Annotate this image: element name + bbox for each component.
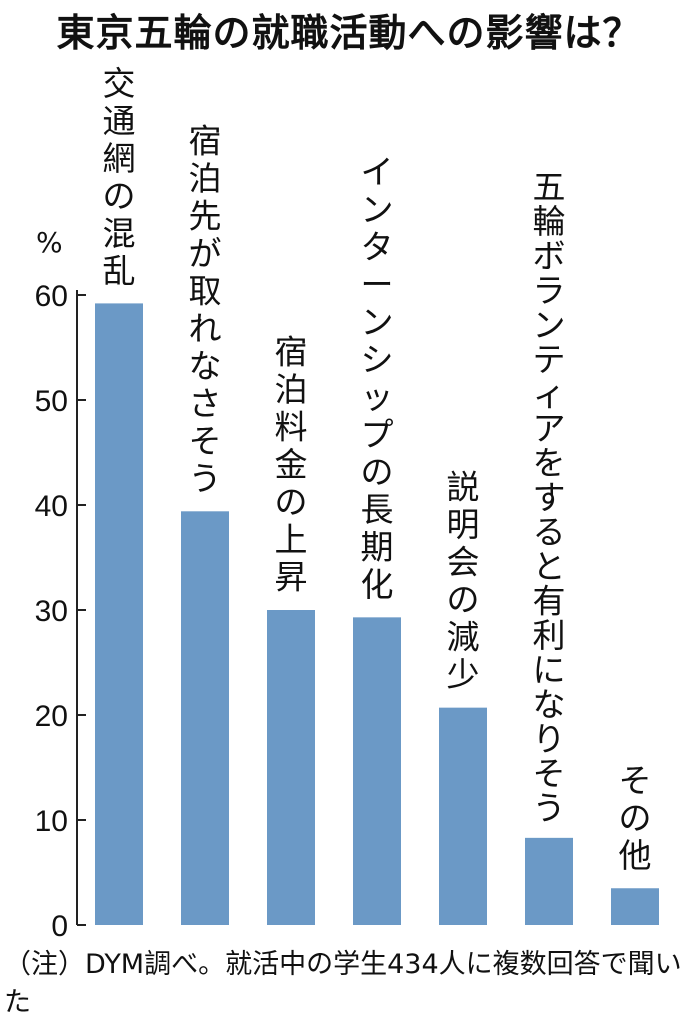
bar-label-char: 他	[619, 836, 652, 875]
bar-label-char: 明	[447, 505, 480, 544]
bar-label-char: ボ	[533, 236, 566, 275]
bar-label-char: ッ	[361, 377, 394, 416]
bar-label-char: 混	[103, 214, 136, 253]
footnote: （注）DYM調べ。就活中の学生434人に複数回答で聞いた	[4, 949, 682, 1018]
bar-label-char: 化	[361, 565, 394, 604]
bar-label-char: タ	[361, 227, 394, 266]
bar-label-char: る	[533, 512, 566, 551]
bar-label-char: ン	[361, 190, 394, 229]
bar	[181, 511, 229, 925]
bar-label-char: 有	[533, 581, 566, 620]
bar-label-char: 宿	[275, 333, 308, 372]
bar-label-char: が	[189, 234, 222, 273]
y-tick-label: 40	[35, 490, 68, 523]
bar-label-char: 五	[533, 167, 566, 206]
bar-label-char: 交	[103, 64, 136, 103]
bar-label-char: そ	[619, 761, 652, 800]
bar-label-char: ー	[361, 265, 394, 304]
bar-label-char: ラ	[533, 271, 566, 310]
y-tick-label: 20	[35, 700, 68, 733]
bar-label-char: の	[361, 452, 394, 491]
bar-label-char: 会	[447, 543, 480, 582]
bar-label-char: の	[103, 177, 136, 216]
bar-label-char: テ	[533, 340, 566, 379]
bar-label-char: 通	[103, 102, 136, 141]
bar-label-char: 輪	[533, 202, 566, 241]
y-tick-label: 60	[35, 280, 68, 313]
bar-label-char: そ	[189, 421, 222, 460]
bar-label-char: プ	[361, 415, 394, 454]
bar-label-char: イ	[361, 152, 394, 191]
bar-label-char: れ	[189, 309, 222, 348]
bar-label-char: 乱	[103, 252, 136, 291]
bar-label-char: 泊	[189, 159, 222, 198]
bar-label-char: 金	[275, 445, 308, 484]
y-tick-label: 10	[35, 805, 68, 838]
bar-label-char: 網	[103, 139, 136, 178]
bar-label-char: ィ	[533, 374, 566, 413]
bar-label-char: に	[533, 650, 566, 689]
bar-label-char: そ	[533, 754, 566, 793]
bar-label-char: シ	[361, 340, 394, 379]
bar	[95, 303, 143, 925]
bar	[525, 837, 573, 925]
y-axis: % 0 10 20 30 40 50 60	[35, 226, 86, 940]
bar-label-char: ン	[533, 305, 566, 344]
bar-label-char: 説	[447, 468, 480, 507]
y-tick-label: 50	[35, 385, 68, 418]
bar-label-char: な	[189, 346, 222, 385]
bar-label-char: 泊	[275, 370, 308, 409]
bar	[353, 617, 401, 925]
bar-label-char: 少	[447, 655, 480, 694]
bar-label-char: 減	[447, 618, 480, 657]
chart-title: 東京五輪の就職活動への影響は？	[56, 11, 642, 55]
bar-label-char: り	[533, 719, 566, 758]
bar-label-char: 取	[189, 271, 222, 310]
bars	[95, 303, 659, 925]
bar-label-char: ア	[533, 409, 566, 448]
bar-label-char: さ	[189, 384, 222, 423]
bar-label-char: 期	[361, 527, 394, 566]
bar-label-char: ン	[361, 302, 394, 341]
bar-label-char: 先	[189, 196, 222, 235]
y-tick-label: 30	[35, 595, 68, 628]
bar-label-char: の	[619, 798, 652, 837]
bar-label-char: 上	[275, 520, 308, 559]
bar-label-char: う	[189, 459, 222, 498]
bar	[611, 888, 659, 925]
bar-label-char: う	[533, 788, 566, 827]
bar-label-char: 料	[275, 408, 308, 447]
bar-label-char: な	[533, 685, 566, 724]
bar-label-char: 利	[533, 616, 566, 655]
bar	[267, 610, 315, 925]
bar-label-char: 長	[361, 490, 394, 529]
bar-label-char: の	[447, 580, 480, 619]
bar-labels: 交通網の混乱宿泊先が取れなさそう宿泊料金の上昇インターンシップの長期化説明会の減…	[103, 64, 652, 875]
y-tick-label: 0	[51, 910, 68, 940]
bar-label-char: す	[533, 478, 566, 517]
bar-label-char: 昇	[275, 558, 308, 597]
bar-label-char: の	[275, 483, 308, 522]
bar-label-char: 宿	[189, 121, 222, 160]
bar-label-char: と	[533, 547, 566, 586]
bar-category-label: その他	[619, 761, 652, 875]
y-axis-unit: %	[36, 226, 63, 259]
bar-label-char: を	[533, 443, 566, 482]
bar	[439, 707, 487, 925]
